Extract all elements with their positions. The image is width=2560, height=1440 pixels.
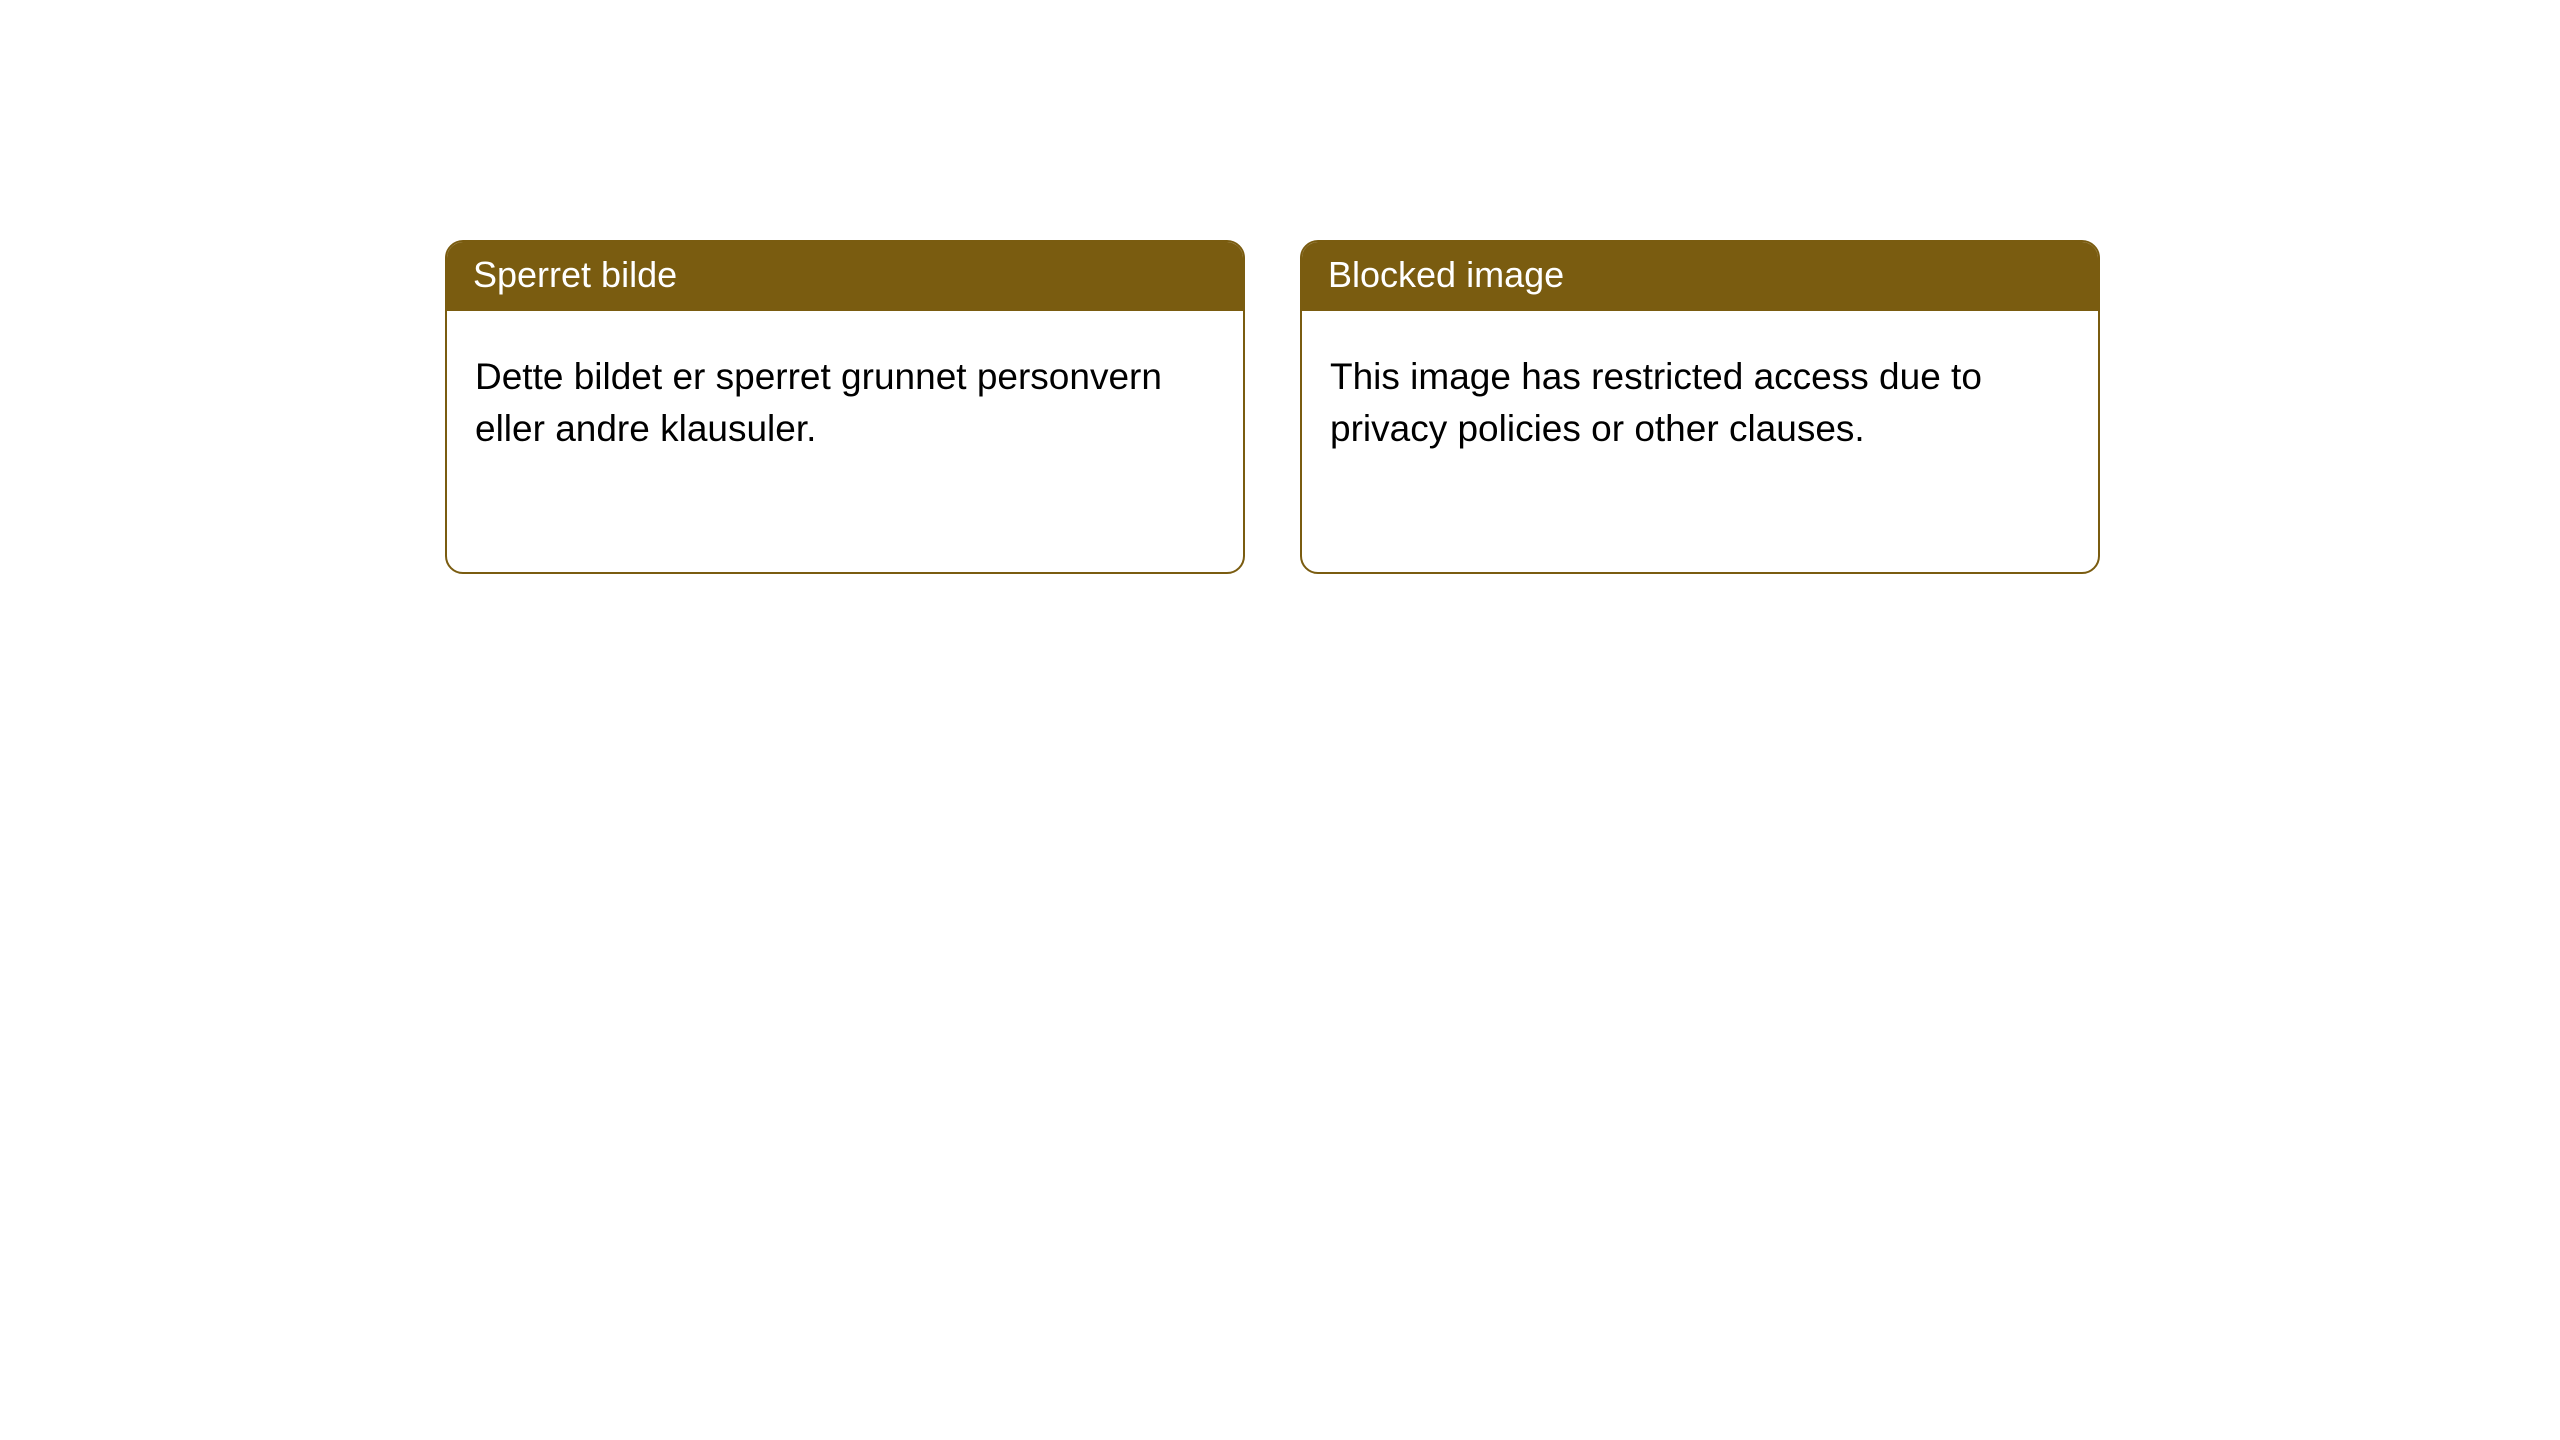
notice-container: Sperret bilde Dette bildet er sperret gr… xyxy=(0,0,2560,574)
notice-header: Blocked image xyxy=(1302,242,2098,311)
notice-header: Sperret bilde xyxy=(447,242,1243,311)
notice-card-english: Blocked image This image has restricted … xyxy=(1300,240,2100,574)
notice-card-norwegian: Sperret bilde Dette bildet er sperret gr… xyxy=(445,240,1245,574)
notice-body: Dette bildet er sperret grunnet personve… xyxy=(447,311,1243,483)
notice-body: This image has restricted access due to … xyxy=(1302,311,2098,483)
